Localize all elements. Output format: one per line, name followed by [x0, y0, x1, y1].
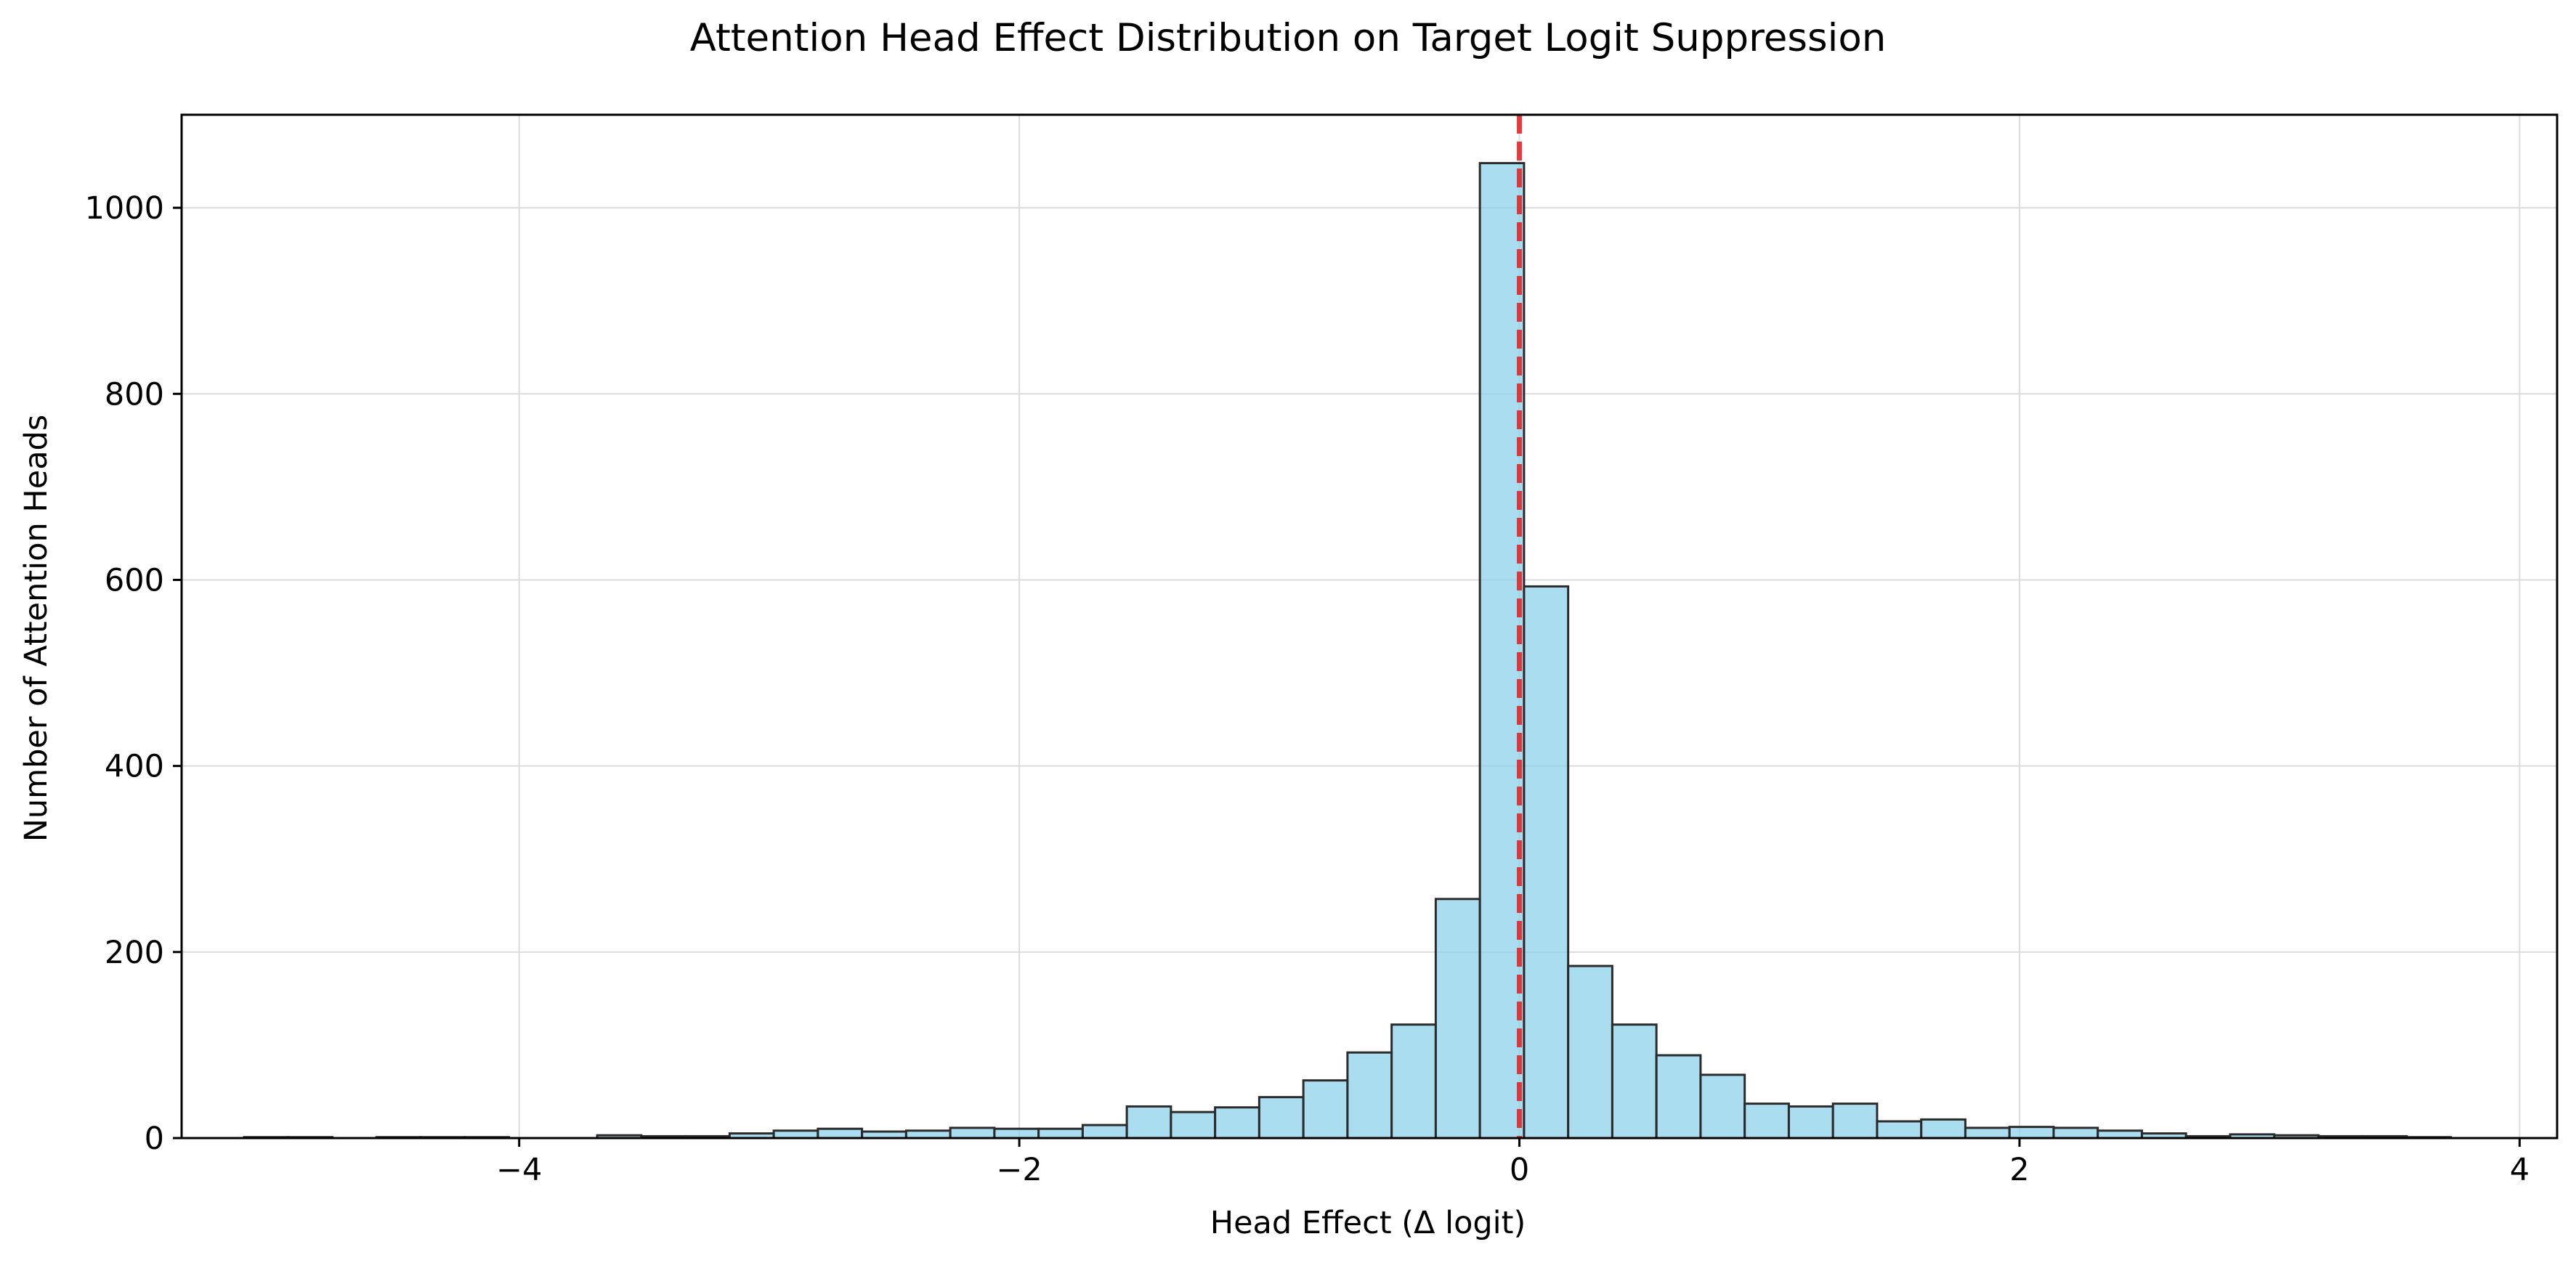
histogram-bar [993, 1127, 1040, 1140]
x-tick-label: 4 [2510, 1152, 2530, 1188]
histogram-bar [1257, 1096, 1305, 1140]
x-tick-label: −2 [996, 1152, 1042, 1188]
y-tick-label: 600 [105, 562, 164, 598]
histogram-bar [1655, 1054, 1702, 1140]
histogram-bar [1611, 1023, 1658, 1140]
grid [182, 115, 2557, 1139]
x-tick-label: 0 [1510, 1152, 1529, 1188]
histogram-bar [1302, 1079, 1349, 1140]
histogram-bar [1964, 1126, 2011, 1140]
y-tick-label: 400 [105, 749, 164, 785]
y-tick-label: 1000 [85, 190, 164, 227]
chart-title: Attention Head Effect Distribution on Ta… [690, 16, 1887, 60]
histogram-bar [1567, 964, 1613, 1140]
histogram-bar [2008, 1126, 2055, 1140]
histogram-bar [1037, 1127, 1084, 1140]
y-tick-label: 0 [145, 1121, 164, 1157]
histogram-bar [1699, 1073, 1746, 1140]
histogram-bar [1214, 1106, 1260, 1140]
x-tick-label: −4 [496, 1152, 542, 1188]
y-axis-label: Number of Attention Heads [18, 415, 54, 842]
histogram-bar [1523, 585, 1570, 1140]
histogram-bar [1170, 1110, 1217, 1140]
histogram-bar [1920, 1118, 1967, 1140]
histogram-bar [1478, 162, 1526, 1140]
x-tick-label: 2 [2009, 1152, 2029, 1188]
histogram-bar [949, 1126, 996, 1140]
histogram-bar [1390, 1023, 1437, 1140]
plot-frame [180, 113, 2559, 1140]
histogram-bar [772, 1129, 819, 1140]
histogram-bar [1743, 1102, 1790, 1140]
y-tick-label: 800 [105, 376, 164, 413]
histogram-bar [2097, 1129, 2143, 1140]
y-tick-label: 200 [105, 935, 164, 971]
histogram-bar [1434, 898, 1481, 1140]
x-axis-label: Head Effect (Δ logit) [1210, 1205, 1526, 1241]
histogram-bar [1125, 1105, 1172, 1140]
histogram-bar [1876, 1120, 1923, 1140]
axis-ticks: −4 −2 0 2 4 0 200 400 600 800 1000 [85, 190, 2530, 1188]
histogram-bar [2052, 1126, 2099, 1140]
histogram-bar [1787, 1105, 1834, 1140]
histogram-bar [1831, 1102, 1879, 1140]
histogram-bar [1346, 1051, 1393, 1140]
histogram-bar [817, 1127, 864, 1140]
histogram-bars [243, 162, 2453, 1140]
histogram-bar [1081, 1124, 1128, 1140]
histogram-bar [904, 1129, 952, 1140]
